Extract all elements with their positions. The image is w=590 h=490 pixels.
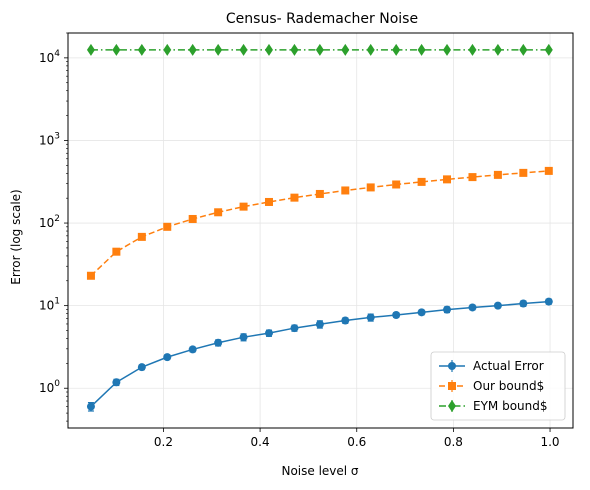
data-point <box>544 43 553 56</box>
data-point <box>468 173 477 182</box>
data-point <box>163 353 172 362</box>
x-axis-ticks: 0.2 0.4 0.6 0.8 1.0 <box>154 428 560 449</box>
data-point <box>519 168 528 177</box>
data-point <box>290 43 299 56</box>
legend-marker <box>448 362 456 370</box>
legend-box <box>430 351 566 421</box>
data-point <box>163 222 172 231</box>
data-point <box>315 189 324 198</box>
data-point <box>112 43 121 56</box>
data-point <box>264 43 273 56</box>
data-point <box>341 43 350 56</box>
data-point <box>137 43 146 56</box>
data-point <box>392 180 401 189</box>
data-point <box>214 338 223 347</box>
y-tick-exponent: 3 <box>54 131 60 141</box>
data-point <box>468 303 477 312</box>
data-point <box>392 311 401 320</box>
y-tick-exponent: 1 <box>54 297 60 307</box>
data-point <box>544 166 553 175</box>
data-point <box>188 43 197 56</box>
data-point <box>239 333 248 342</box>
data-point <box>86 271 95 280</box>
data-point <box>264 197 273 206</box>
data-point <box>239 202 248 211</box>
data-point <box>137 232 146 241</box>
x-tick-label: 1.0 <box>540 435 559 449</box>
data-point <box>214 43 223 56</box>
data-point <box>366 313 375 322</box>
chart-title: Census- Rademacher Noise <box>226 11 418 27</box>
data-point <box>392 43 401 56</box>
data-point <box>188 345 197 354</box>
legend: Actual Error Our bound$ EYM bound$ <box>430 351 566 421</box>
data-point <box>112 247 121 256</box>
x-tick-label: 0.4 <box>251 435 270 449</box>
data-point <box>544 297 553 306</box>
data-point <box>443 43 452 56</box>
data-point <box>366 43 375 56</box>
x-axis-label: Noise level σ <box>281 464 358 478</box>
data-point <box>112 378 121 387</box>
data-point <box>86 402 95 411</box>
data-point <box>315 43 324 56</box>
x-tick-label: 0.2 <box>154 435 173 449</box>
series-2 <box>86 43 553 56</box>
series-layer <box>86 43 553 412</box>
series-1 <box>86 166 553 280</box>
data-point <box>417 308 426 317</box>
legend-marker <box>448 382 456 390</box>
x-tick-label: 0.8 <box>444 435 463 449</box>
data-point <box>239 43 248 56</box>
data-point <box>290 193 299 202</box>
data-point <box>341 186 350 195</box>
y-tick-exponent: 4 <box>54 49 60 59</box>
legend-label: Our bound$ <box>473 379 544 393</box>
data-point <box>137 363 146 372</box>
y-tick-exponent: 2 <box>54 214 60 224</box>
data-point <box>443 305 452 314</box>
data-point <box>214 208 223 217</box>
y-tick-exponent: 0 <box>54 379 60 389</box>
data-point <box>86 43 95 56</box>
data-point <box>443 175 452 184</box>
data-point <box>163 43 172 56</box>
data-point <box>493 170 502 179</box>
legend-label: EYM bound$ <box>473 399 548 413</box>
data-point <box>468 43 477 56</box>
data-point <box>315 320 324 329</box>
data-point <box>519 299 528 308</box>
data-point <box>341 316 350 325</box>
x-tick-label: 0.6 <box>347 435 366 449</box>
data-point <box>493 43 502 56</box>
data-point <box>264 329 273 338</box>
data-point <box>519 43 528 56</box>
data-point <box>417 43 426 56</box>
legend-marker <box>448 400 456 412</box>
y-axis-label: Error (log scale) <box>9 189 23 284</box>
data-point <box>493 301 502 310</box>
plot-frame <box>67 32 574 429</box>
data-point <box>417 177 426 186</box>
legend-label: Actual Error <box>473 359 544 373</box>
series-0 <box>86 297 553 412</box>
data-point <box>290 324 299 333</box>
data-point <box>366 183 375 192</box>
data-point <box>188 214 197 223</box>
